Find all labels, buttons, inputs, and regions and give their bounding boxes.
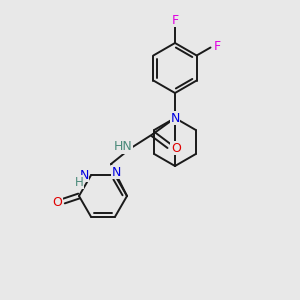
Text: O: O <box>52 196 62 209</box>
Text: O: O <box>171 142 181 154</box>
Text: N: N <box>79 169 89 182</box>
Text: F: F <box>171 14 178 26</box>
Text: H: H <box>75 176 83 189</box>
Text: F: F <box>214 40 221 53</box>
Text: N: N <box>170 112 180 124</box>
Text: N: N <box>111 166 121 179</box>
Text: HN: HN <box>114 140 132 154</box>
